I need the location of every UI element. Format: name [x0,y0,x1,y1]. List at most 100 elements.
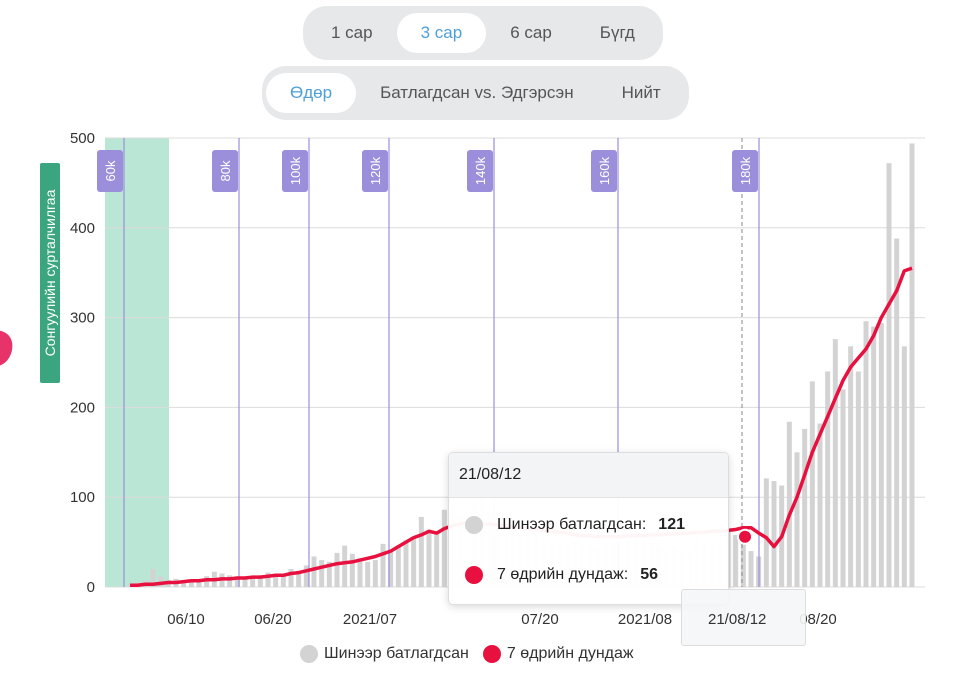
y-tick-label: 500 [70,130,95,147]
bar [372,560,378,587]
bar [894,238,900,587]
bar [250,577,256,587]
mode-tab-daily[interactable]: Өдөр [266,73,357,113]
bar [909,143,915,587]
highlight-point [737,528,753,545]
chart-tooltip: 21/08/12 Шинээр батлагдсан: 121 7 өдрийн… [448,452,729,605]
bar [303,565,309,587]
marker-badge [282,150,308,192]
tooltip-value: 121 [658,516,685,533]
legend-item-new-confirmed[interactable]: Шинээр батлагдсан [300,645,469,663]
bar [342,545,348,587]
bar [265,572,271,587]
marker-badge [591,150,617,192]
tooltip-label: Шинээр батлагдсан: [497,516,647,533]
bar [426,529,432,587]
bar [740,538,746,587]
x-tick-label: 2021/07 [343,611,397,628]
bar [832,339,838,587]
bar [848,346,854,587]
bar [817,423,823,587]
bar [418,516,424,587]
tooltip-dot-icon [465,566,483,584]
bar [227,575,233,587]
bar [786,421,792,587]
tooltip-label: 7 өдрийн дундаж: [497,566,629,583]
legend-label: Шинээр батлагдсан [324,645,469,662]
bar [388,551,394,587]
bar [886,163,892,588]
y-tick-label: 100 [70,489,95,506]
y-axis-label: Сонгуулийн сурталчилгаа [42,189,58,356]
x-tick-label: 06/10 [167,611,205,628]
range-tab-1-month[interactable]: 1 сар [331,23,373,42]
y-tick-label: 400 [70,220,95,237]
bar [280,573,286,587]
tooltip-date: 21/08/12 [449,453,728,498]
bar [771,481,777,587]
x-tick-label: 08/20 [799,611,837,628]
legend-item-7day-average[interactable]: 7 өдрийн дундаж [482,645,634,663]
crosshair-date-text: 21/08/12 [708,611,767,628]
bar [825,371,831,587]
mode-tab-confirmed-vs-recovered[interactable]: Батлагдсан vs. Эдгэрсэн [380,83,574,102]
bar [288,569,294,587]
marker-badge [97,150,123,192]
bar [311,556,317,587]
x-tick-label: 07/20 [521,611,559,628]
marker-badge [362,150,388,192]
bar [158,576,164,587]
range-tab-3-months[interactable]: 3 сар [396,13,487,53]
edge-shape-icon [0,330,13,366]
marker-label: 180k [738,156,753,185]
crosshair-date-label: 21/08/12 [681,589,806,646]
bar [840,389,846,587]
marker-badge [212,150,238,192]
range-selector: 1 сар 3 сар 6 сар Бүгд [303,6,663,60]
mode-tab-total[interactable]: Нийт [621,83,661,102]
tooltip-row-new-confirmed: Шинээр батлагдсан: 121 [465,516,685,534]
bar [181,581,187,587]
y-tick-label: 200 [70,399,95,416]
marker-label: 60k [103,160,118,181]
y-axis-label-bg [40,163,60,383]
bar [863,321,869,587]
bar [196,582,202,587]
bar [349,553,355,587]
range-tab-6-months[interactable]: 6 сар [510,23,552,42]
bar [434,533,440,587]
bar [878,322,884,587]
x-tick-label: 2021/08 [618,611,672,628]
marker-label: 80k [218,160,233,181]
bar [319,560,325,587]
bar [395,545,401,587]
bar [748,551,754,587]
y-tick-label: 0 [87,579,95,596]
range-tab-all[interactable]: Бүгд [599,23,635,42]
bar [855,371,861,587]
bar [334,552,340,587]
bar [242,578,248,587]
bar [403,540,409,587]
marker-badge [467,150,493,192]
bar [204,576,210,587]
marker-label: 100k [288,156,303,185]
x-tick-label: 06/20 [254,611,292,628]
tooltip-row-7day-average: 7 өдрийн дундаж: 56 [465,566,658,584]
bar [763,478,769,587]
bar [809,381,815,587]
bar [357,558,363,587]
tooltip-value: 56 [640,566,658,583]
marker-label: 160k [597,156,612,185]
marker-label: 140k [473,156,488,185]
bar [257,575,263,587]
bar [380,543,386,587]
bar [150,569,156,587]
bar [441,509,447,587]
bar [802,428,808,587]
bar [234,578,240,587]
bar [273,574,279,587]
legend-label: 7 өдрийн дундаж [506,645,634,662]
bar [365,561,371,587]
y-tick-label: 300 [70,310,95,327]
